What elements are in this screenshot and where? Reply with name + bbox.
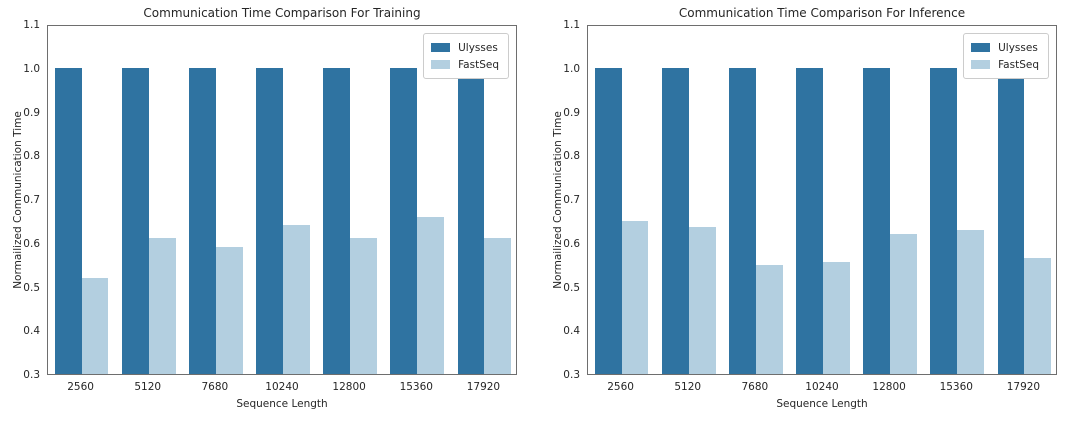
- legend-swatch-icon: [431, 60, 451, 69]
- legend-entry-fastseq: FastSeq: [431, 56, 499, 73]
- bar-ulysses-12800: [863, 67, 891, 374]
- x-axis-label: Sequence Length: [236, 398, 328, 410]
- x-axis-label: Sequence Length: [776, 398, 868, 410]
- legend: Ulysses FastSeq: [963, 33, 1049, 79]
- y-tick-label: 1.0: [563, 62, 580, 75]
- plot-area: Ulysses FastSeq: [587, 25, 1057, 375]
- bar-fastseq-17920: [484, 238, 512, 374]
- x-tick-label: 2560: [607, 381, 634, 393]
- bar-fastseq-10240: [823, 262, 850, 374]
- bar-ulysses-12800: [323, 67, 351, 374]
- bar-fastseq-12800: [350, 238, 377, 374]
- y-tick-label: 0.7: [563, 194, 580, 206]
- y-tick-label: 0.9: [563, 106, 580, 119]
- y-tick-label: 1.0: [23, 62, 40, 75]
- bar-ulysses-7680: [189, 67, 216, 374]
- legend-swatch-icon: [971, 43, 991, 52]
- x-tick-label: 17920: [1006, 381, 1041, 393]
- x-tick-label: 10240: [265, 381, 299, 393]
- bar-ulysses-10240: [796, 67, 823, 374]
- bar-ulysses-5120: [121, 67, 149, 374]
- x-tick-label: 15360: [399, 381, 433, 393]
- y-tick-label: 0.9: [23, 106, 40, 119]
- y-tick-label: 0.4: [563, 325, 580, 338]
- legend: Ulysses FastSeq: [423, 33, 509, 79]
- legend-entry-ulysses: Ulysses: [431, 39, 499, 56]
- bar-fastseq-2560: [621, 220, 649, 374]
- legend-entry-fastseq: FastSeq: [971, 56, 1039, 73]
- legend-swatch-icon: [431, 43, 451, 52]
- chart-title: Communication Time Comparison For Traini…: [143, 6, 421, 20]
- plot-area: Ulysses FastSeq: [47, 25, 517, 375]
- legend-swatch-icon: [971, 60, 991, 69]
- legend-entry-ulysses: Ulysses: [971, 39, 1039, 56]
- chart-inference: Communication Time Comparison For Infere…: [540, 0, 1080, 421]
- y-tick-label: 1.1: [563, 19, 580, 31]
- chart-training: Communication Time Comparison For Traini…: [12, 6, 517, 410]
- bar-ulysses-10240: [256, 67, 283, 374]
- bar-fastseq-10240: [283, 225, 310, 374]
- bar-fastseq-17920: [1024, 258, 1052, 374]
- x-tick-label: 5120: [674, 381, 702, 393]
- bar-fastseq-7680: [215, 247, 243, 374]
- bar-fastseq-2560: [81, 277, 109, 374]
- x-tick-label: 5120: [134, 381, 162, 393]
- bar-fastseq-5120: [148, 238, 176, 374]
- bar-ulysses-17920: [457, 67, 485, 374]
- bar-fastseq-12800: [890, 234, 917, 374]
- x-tick-label: 7680: [201, 381, 229, 393]
- bar-fastseq-15360: [417, 216, 445, 374]
- legend-label: FastSeq: [458, 58, 499, 71]
- bar-ulysses-15360: [390, 67, 418, 374]
- y-tick-label: 0.6: [563, 237, 580, 250]
- bar-fastseq-7680: [755, 264, 783, 374]
- x-tick-label: 12800: [872, 381, 906, 393]
- x-tick-label: 2560: [67, 381, 94, 393]
- y-tick-label: 0.3: [563, 369, 580, 381]
- x-tick-label: 7680: [741, 381, 769, 393]
- y-tick-label: 0.3: [23, 369, 40, 381]
- y-tick-label: 0.5: [563, 281, 580, 294]
- bar-ulysses-5120: [661, 67, 689, 374]
- chart-title: Communication Time Comparison For Infere…: [678, 6, 966, 20]
- y-tick-label: 0.6: [23, 237, 40, 250]
- y-tick-label: 0.8: [563, 150, 580, 163]
- bar-ulysses-2560: [594, 67, 622, 374]
- x-tick-label: 10240: [805, 381, 839, 393]
- x-tick-label: 15360: [939, 381, 973, 393]
- y-tick-label: 0.8: [23, 150, 40, 163]
- legend-label: FastSeq: [998, 58, 1039, 71]
- y-tick-label: 0.4: [23, 325, 40, 338]
- bar-ulysses-2560: [54, 67, 82, 374]
- bar-fastseq-5120: [688, 227, 716, 374]
- bar-ulysses-7680: [729, 67, 756, 374]
- y-tick-label: 0.5: [23, 281, 40, 294]
- legend-label: Ulysses: [998, 41, 1038, 54]
- bar-ulysses-17920: [997, 67, 1025, 374]
- bar-ulysses-15360: [930, 67, 958, 374]
- bar-fastseq-15360: [957, 229, 985, 374]
- y-tick-label: 0.7: [23, 194, 40, 206]
- x-tick-label: 12800: [332, 381, 366, 393]
- legend-label: Ulysses: [458, 41, 498, 54]
- x-tick-label: 17920: [466, 381, 501, 393]
- y-tick-label: 1.1: [23, 19, 40, 31]
